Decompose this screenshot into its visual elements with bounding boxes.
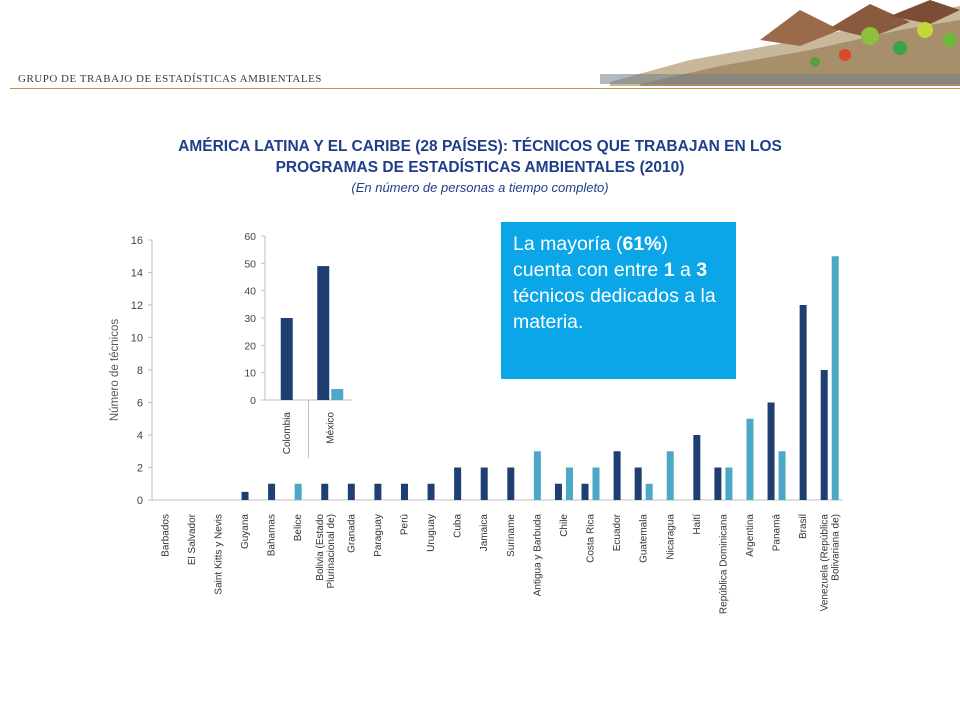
category-label-14: Antigua y Barbuda	[532, 514, 543, 597]
callout-text-1: La mayoría (	[513, 233, 623, 255]
bar-light-18	[645, 483, 653, 500]
bar-dark-6	[321, 483, 329, 500]
banner-illustration	[600, 0, 960, 86]
header-label: GRUPO DE TRABAJO DE ESTADÍSTICAS AMBIENT…	[18, 73, 322, 85]
chart-title-line-2: PROGRAMAS DE ESTADÍSTICAS AMBIENTALES (2…	[275, 159, 685, 176]
bar-dark-10	[427, 483, 435, 500]
category-label-25: Venezuela (RepúblicaBolivariana de)	[820, 514, 842, 612]
inset-y-tick-label-3: 30	[244, 313, 256, 325]
category-label-6: Bolivia (EstadoPlurinacional de)	[315, 514, 337, 589]
callout-text-3: a	[674, 259, 697, 281]
bar-light-16	[592, 467, 600, 500]
bar-dark-8	[374, 483, 382, 500]
bar-dark-17	[613, 451, 621, 500]
bar-light-15	[565, 467, 573, 500]
inset-bar-dark-0	[280, 318, 293, 400]
category-label-3: Guyana	[240, 514, 251, 549]
y-tick-label-1: 2	[137, 463, 143, 475]
category-label-4: Bahamas	[267, 514, 278, 556]
chart-title-line-1: AMÉRICA LATINA Y EL CARIBE (28 PAÍSES): …	[178, 138, 782, 155]
bar-light-21	[725, 467, 733, 500]
category-label-22: Argentina	[745, 514, 756, 557]
category-label-13: Suriname	[506, 514, 517, 557]
inset-y-tick-label-0: 0	[250, 395, 256, 407]
category-label-11: Cuba	[453, 514, 464, 538]
category-label-23: Panamá	[772, 514, 783, 552]
y-tick-label-2: 4	[137, 430, 143, 442]
chart-subtitle: (En número de personas a tiempo completo…	[351, 180, 609, 195]
inset-category-label-0: Colombia	[282, 412, 293, 455]
bar-dark-20	[693, 435, 701, 500]
category-label-5: Belice	[293, 514, 304, 542]
callout-box: La mayoría (61%) cuenta con entre 1 a 3 …	[501, 222, 736, 379]
main-bars	[241, 256, 839, 500]
category-label-18: Guatemala	[639, 514, 650, 563]
bar-light-19	[666, 451, 674, 500]
inset-y-tick-label-2: 20	[244, 340, 256, 352]
y-tick-label-7: 14	[131, 268, 143, 280]
bar-light-14	[533, 451, 541, 500]
inset-category-label-1: México	[325, 412, 336, 444]
category-label-0: Barbados	[160, 514, 171, 557]
bar-light-22	[746, 418, 754, 500]
bar-light-5	[294, 483, 302, 500]
header-banner	[600, 0, 960, 86]
bar-dark-21	[714, 467, 722, 500]
bar-dark-4	[268, 483, 276, 500]
y-axis-label: Número de técnicos	[109, 319, 121, 422]
bar-dark-13	[507, 467, 515, 500]
category-label-12: Jamaica	[479, 514, 490, 552]
chart-title: AMÉRICA LATINA Y EL CARIBE (28 PAÍSES): …	[60, 136, 900, 178]
bar-light-23	[778, 451, 786, 500]
category-label-24: Brasil	[798, 514, 809, 539]
bar-dark-7	[347, 483, 355, 500]
inset-chart: 0 10 20 30 40 50 60 Colombia México	[244, 231, 352, 458]
bar-dark-9	[400, 483, 408, 500]
callout-number-3: 3	[696, 259, 708, 281]
inset-y-tick-label-4: 40	[244, 286, 256, 298]
category-label-20: Haití	[692, 514, 703, 535]
y-tick-label-5: 10	[131, 333, 143, 345]
inset-bar-light-1	[331, 389, 344, 400]
category-label-9: Perú	[399, 514, 410, 535]
y-tick-label-4: 8	[137, 365, 143, 377]
y-tick-label-6: 12	[131, 300, 143, 312]
bar-dark-16	[581, 483, 589, 500]
category-label-10: Uruguay	[426, 514, 437, 552]
bar-dark-18	[634, 467, 642, 500]
inset-y-tick-label-1: 10	[244, 368, 256, 380]
bar-dark-3	[241, 491, 249, 500]
header-divider	[10, 88, 960, 89]
y-tick-label-0: 0	[137, 495, 143, 507]
bar-dark-12	[480, 467, 488, 500]
category-label-1: El Salvador	[187, 513, 198, 565]
category-label-7: Granada	[346, 514, 357, 553]
category-label-16: Costa Rica	[586, 514, 597, 563]
inset-y-tick-label-6: 60	[244, 231, 256, 243]
bar-dark-15	[554, 483, 562, 500]
category-label-19: Nicaragua	[665, 514, 676, 560]
bar-light-25	[831, 256, 839, 500]
category-label-8: Paraguay	[373, 514, 384, 557]
category-label-2: Saint Kitts y Nevis	[213, 514, 224, 595]
category-label-17: Ecuador	[612, 513, 623, 551]
callout-percent: 61%	[622, 233, 662, 255]
bar-dark-25	[820, 370, 828, 500]
bar-dark-11	[454, 467, 462, 500]
y-tick-label-3: 6	[137, 398, 143, 410]
callout-text-4: técnicos dedicados a la materia.	[513, 285, 716, 333]
bar-dark-23	[767, 402, 775, 500]
inset-y-tick-label-5: 50	[244, 258, 256, 270]
y-tick-label-8: 16	[131, 235, 143, 247]
category-label-15: Chile	[559, 514, 570, 537]
category-label-21: República Dominicana	[718, 514, 729, 614]
callout-text-2: ) cuenta con entre	[513, 233, 668, 281]
callout-number-1: 1	[663, 259, 675, 281]
inset-bar-dark-1	[317, 266, 330, 400]
bar-dark-24	[799, 305, 807, 500]
